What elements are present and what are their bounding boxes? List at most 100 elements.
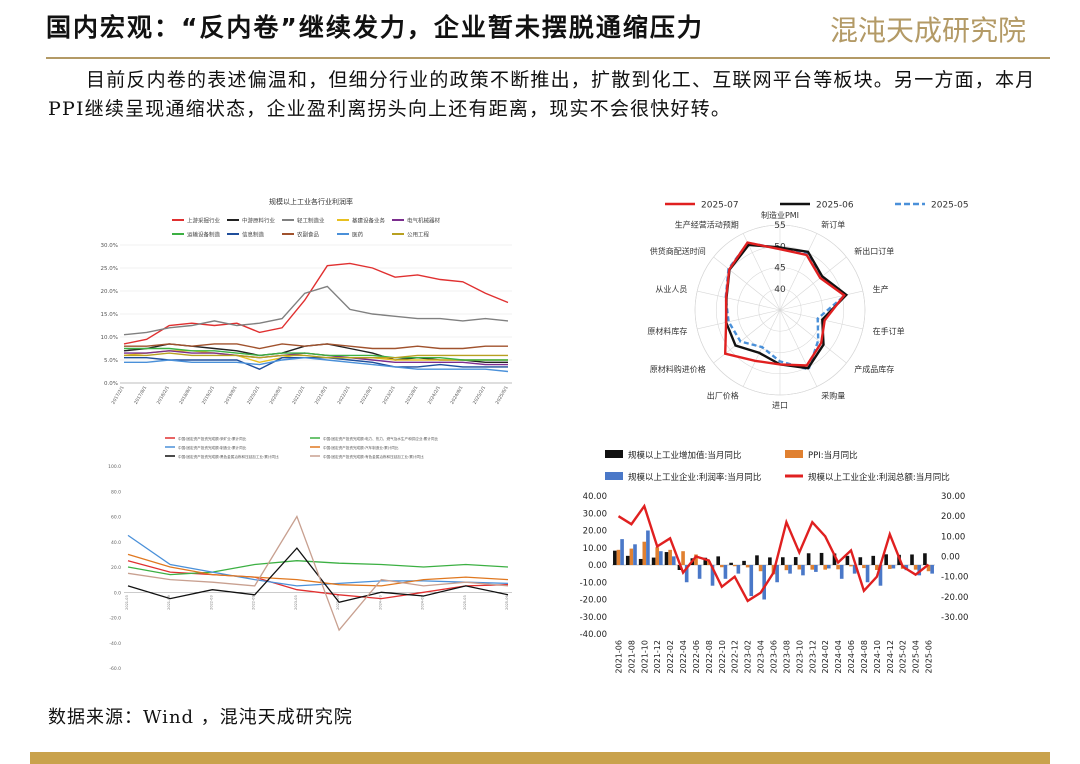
chart4-ytick-left: 20.00: [583, 527, 607, 537]
chart4-ytick-right: -10.00: [941, 573, 968, 583]
chart4-xtick: 2024-06: [847, 640, 856, 673]
chart4-xtick: 2025-02: [899, 640, 908, 673]
chart3-series-line: [127, 515, 509, 632]
chart4-bar: [926, 565, 931, 572]
pmi-radar-chart: 2025-07 2025-06 2025-0540455055制造业PMI新订单新出…: [647, 201, 968, 411]
brand-logo: 混沌天成研究院: [830, 14, 1026, 47]
chart4-xtick: 2023-06: [770, 640, 779, 673]
chart4-bar: [884, 554, 888, 565]
chart4-bar: [875, 565, 879, 571]
chart4-ytick-right: -30.00: [941, 613, 968, 623]
chart1-series-line: [124, 343, 508, 350]
chart4-bar: [616, 549, 621, 565]
chart4-bar: [845, 555, 850, 565]
chart4-bar: [758, 565, 763, 572]
chart4-bar: [891, 565, 896, 569]
chart2-legend-label: 2025-05: [931, 201, 969, 211]
chart3-xtick: 2024-03: [378, 595, 382, 610]
chart1-series-line: [124, 347, 508, 361]
chart4-bar: [659, 551, 663, 565]
chart1-ytick: 0.0%: [104, 381, 118, 387]
chart3-legend-label: 中国:固定资产投资完成额:电力、热力、燃气及水生产和供应业:累计同比: [323, 436, 438, 441]
fixed-investment-chart: 中国:固定资产投资完成额:采矿业:累计同比 中国:固定资产投资完成额:电力、热力、…: [108, 436, 512, 672]
chart4-bar: [697, 565, 702, 579]
chart1-ytick: 30.0%: [101, 243, 118, 249]
chart4-bar: [620, 539, 624, 565]
chart4-bar: [625, 555, 630, 565]
chart2-spoke: [779, 309, 818, 387]
summary-text: 目前反内卷的表述偏温和，但细分行业的政策不断推出，扩散到化工、互联网平台等板块。…: [48, 66, 1038, 124]
chart3-ytick: 80.0: [111, 489, 121, 495]
chart3-xtick: 2023-09: [336, 595, 340, 610]
chart2-spoke: [742, 233, 781, 311]
chart1-xtick: 2025/2/1: [472, 385, 487, 406]
chart1-xtick: 2022/8/1: [359, 385, 374, 406]
chart3-legend-label: 中国:固定资产投资完成额:有色金属冶炼和压延加工业:累计同比: [323, 454, 424, 459]
chart2-axis-label: 供货商配送时间: [650, 246, 706, 256]
chart4-bar: [768, 557, 772, 565]
chart2-series-polygon: [723, 241, 846, 367]
chart2-axis-label: 生产经营活动预期: [675, 219, 739, 229]
chart4-legend-label: 规模以上工业企业:利润总额:当月同比: [808, 472, 950, 483]
chart1-xtick: 2023/2/1: [381, 385, 396, 406]
chart4-legend-label: 规模以上工业企业:利润率:当月同比: [628, 472, 761, 483]
chart4-bar: [810, 565, 815, 570]
chart4-xtick: 2023-10: [795, 640, 804, 673]
chart4-bar: [784, 565, 789, 571]
chart4-xtick: 2022-06: [692, 640, 701, 673]
chart4-ytick-left: 0.00: [588, 561, 607, 571]
chart4-bar: [684, 565, 689, 583]
chart4-bar: [703, 557, 708, 565]
data-source: 数据来源：Wind ，混沌天成研究院: [48, 707, 353, 728]
chart4-bar: [642, 541, 647, 565]
chart4-bar: [871, 555, 876, 565]
chart3-series-line: [127, 553, 509, 587]
chart4-xtick: 2021-10: [640, 640, 649, 673]
header-divider: [46, 57, 1050, 59]
chart3-legend-label: 中国:固定资产投资完成额:汽车制造业:累计同比: [323, 445, 399, 450]
chart3-xtick: 2022-03: [209, 595, 213, 610]
chart2-legend-label: 2025-07: [701, 201, 739, 211]
chart1-ytick: 20.0%: [101, 289, 118, 295]
chart3-legend-label: 中国:固定资产投资完成额:采矿业:累计同比: [178, 436, 247, 441]
chart4-ytick-right: 20.00: [941, 512, 965, 522]
footer-bar: [30, 752, 1050, 764]
chart1-xtick: 2021/8/1: [314, 385, 329, 406]
chart4-ytick-left: -10.00: [580, 578, 607, 588]
chart4-bar: [723, 565, 728, 579]
chart4-bar: [930, 565, 934, 574]
chart4-bar: [775, 565, 779, 583]
chart2-spoke: [779, 290, 863, 311]
chart3-ytick: 20.0: [111, 565, 121, 571]
chart4-bar: [814, 565, 818, 572]
chart4-bar: [755, 555, 759, 565]
chart4-bar: [801, 565, 805, 576]
chart2-spoke: [713, 309, 781, 364]
chart4-xtick: 2024-02: [821, 640, 830, 673]
chart4-bar: [849, 565, 853, 567]
chart2-legend-label: 2025-06: [816, 201, 854, 211]
chart4-bar: [917, 565, 922, 576]
chart4-xtick: 2025-06: [925, 640, 934, 673]
chart3-xtick: 2024-09: [421, 595, 425, 610]
chart4-profit-line: [617, 503, 930, 603]
chart1-xtick: 2018/8/1: [178, 385, 193, 406]
chart1-xtick: 2019/2/1: [201, 385, 216, 406]
chart4-bar: [677, 565, 682, 571]
chart4-bar: [832, 553, 837, 565]
chart4-bar: [887, 565, 892, 569]
chart4-bar: [736, 565, 741, 574]
chart4-bar: [839, 565, 844, 579]
chart3-ytick: 40.0: [111, 540, 121, 546]
chart1-legend-label: 运输设备制造: [187, 231, 221, 239]
chart4-bar: [780, 557, 785, 565]
chart4-xtick: 2022-04: [679, 640, 688, 673]
chart4-bar: [819, 552, 824, 565]
chart4-ytick-left: 30.00: [583, 509, 607, 519]
chart1-legend-label: 公用工程: [407, 231, 430, 239]
chart4-ytick-right: -20.00: [941, 593, 968, 603]
chart1-xtick: 2025/6/1: [494, 385, 509, 406]
chart3-xtick: 2025-06: [505, 595, 509, 610]
chart3-legend-label: 中国:固定资产投资完成额:制造业:累计同比: [178, 445, 247, 450]
chart4-bar: [910, 554, 914, 565]
